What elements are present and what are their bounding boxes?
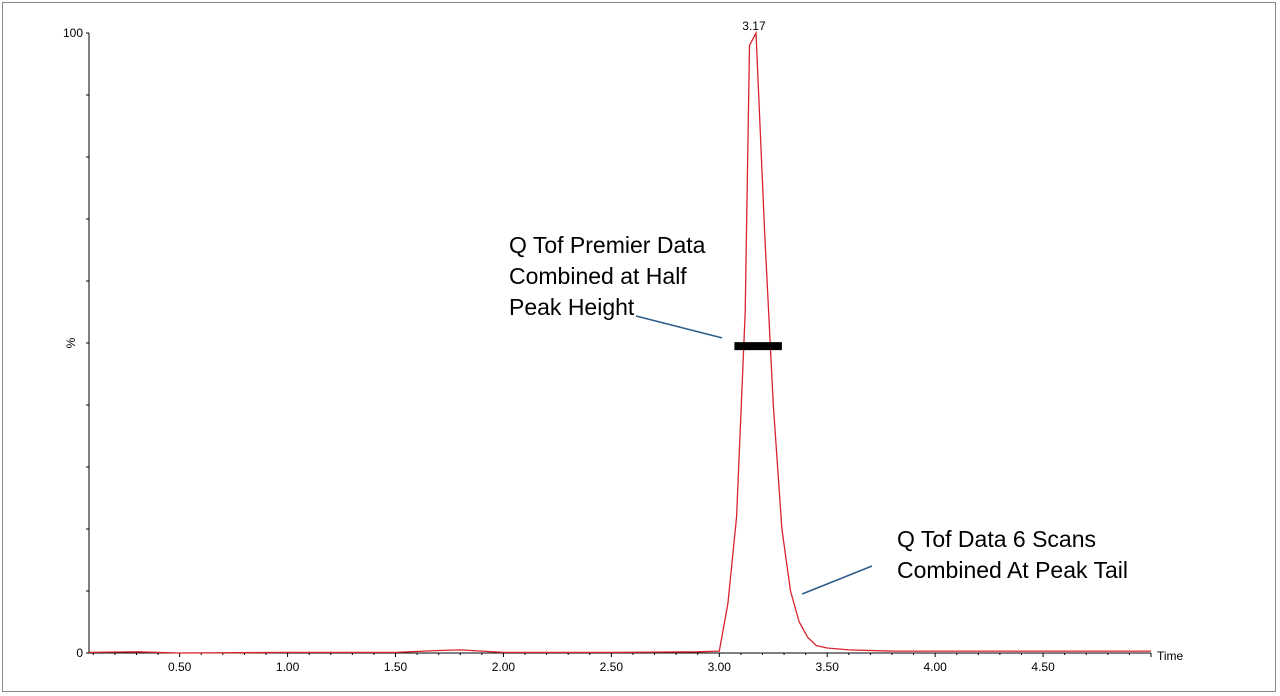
y-axis-label: % — [64, 337, 78, 348]
y-tick-label: 100 — [63, 26, 83, 40]
annotation-half-height-line: Q Tof Premier Data — [509, 232, 706, 258]
x-tick-label: 2.00 — [492, 660, 516, 674]
annotation-half-height-pointer — [635, 315, 723, 339]
y-tick-label: 0 — [76, 646, 83, 660]
chromatogram-chart: % Time 0 100 0.50 1.00 1.50 2.00 2.50 3.00 3.50 4.… — [63, 19, 1184, 674]
annotations: 3.17 Q Tof Premier Data Combined at Half Pe… — [509, 19, 1128, 595]
annotation-peak-tail-pointer — [801, 565, 873, 595]
x-tick-label: 3.50 — [816, 660, 840, 674]
ticks: 0 100 0.50 1.00 1.50 2.00 2.50 3.00 3.50 4.00 4.50 — [63, 26, 1152, 674]
x-axis-label: Time — [1157, 649, 1184, 663]
x-tick-label: 0.50 — [168, 660, 192, 674]
x-tick-label: 1.00 — [276, 660, 300, 674]
x-tick-label: 3.00 — [708, 660, 732, 674]
x-tick-label: 1.50 — [384, 660, 408, 674]
annotation-peak-tail-line: Combined At Peak Tail — [897, 557, 1128, 583]
annotation-half-height-line: Peak Height — [509, 294, 635, 320]
annotation-peak-tail-line: Q Tof Data 6 Scans — [897, 526, 1096, 552]
peak-label: 3.17 — [742, 19, 766, 33]
series-line — [88, 30, 1151, 654]
annotation-half-height-line: Combined at Half — [509, 263, 687, 289]
series-layer — [88, 30, 1152, 654]
x-tick-label: 2.50 — [600, 660, 624, 674]
x-tick-label: 4.00 — [923, 660, 947, 674]
x-tick-label: 4.50 — [1031, 660, 1055, 674]
